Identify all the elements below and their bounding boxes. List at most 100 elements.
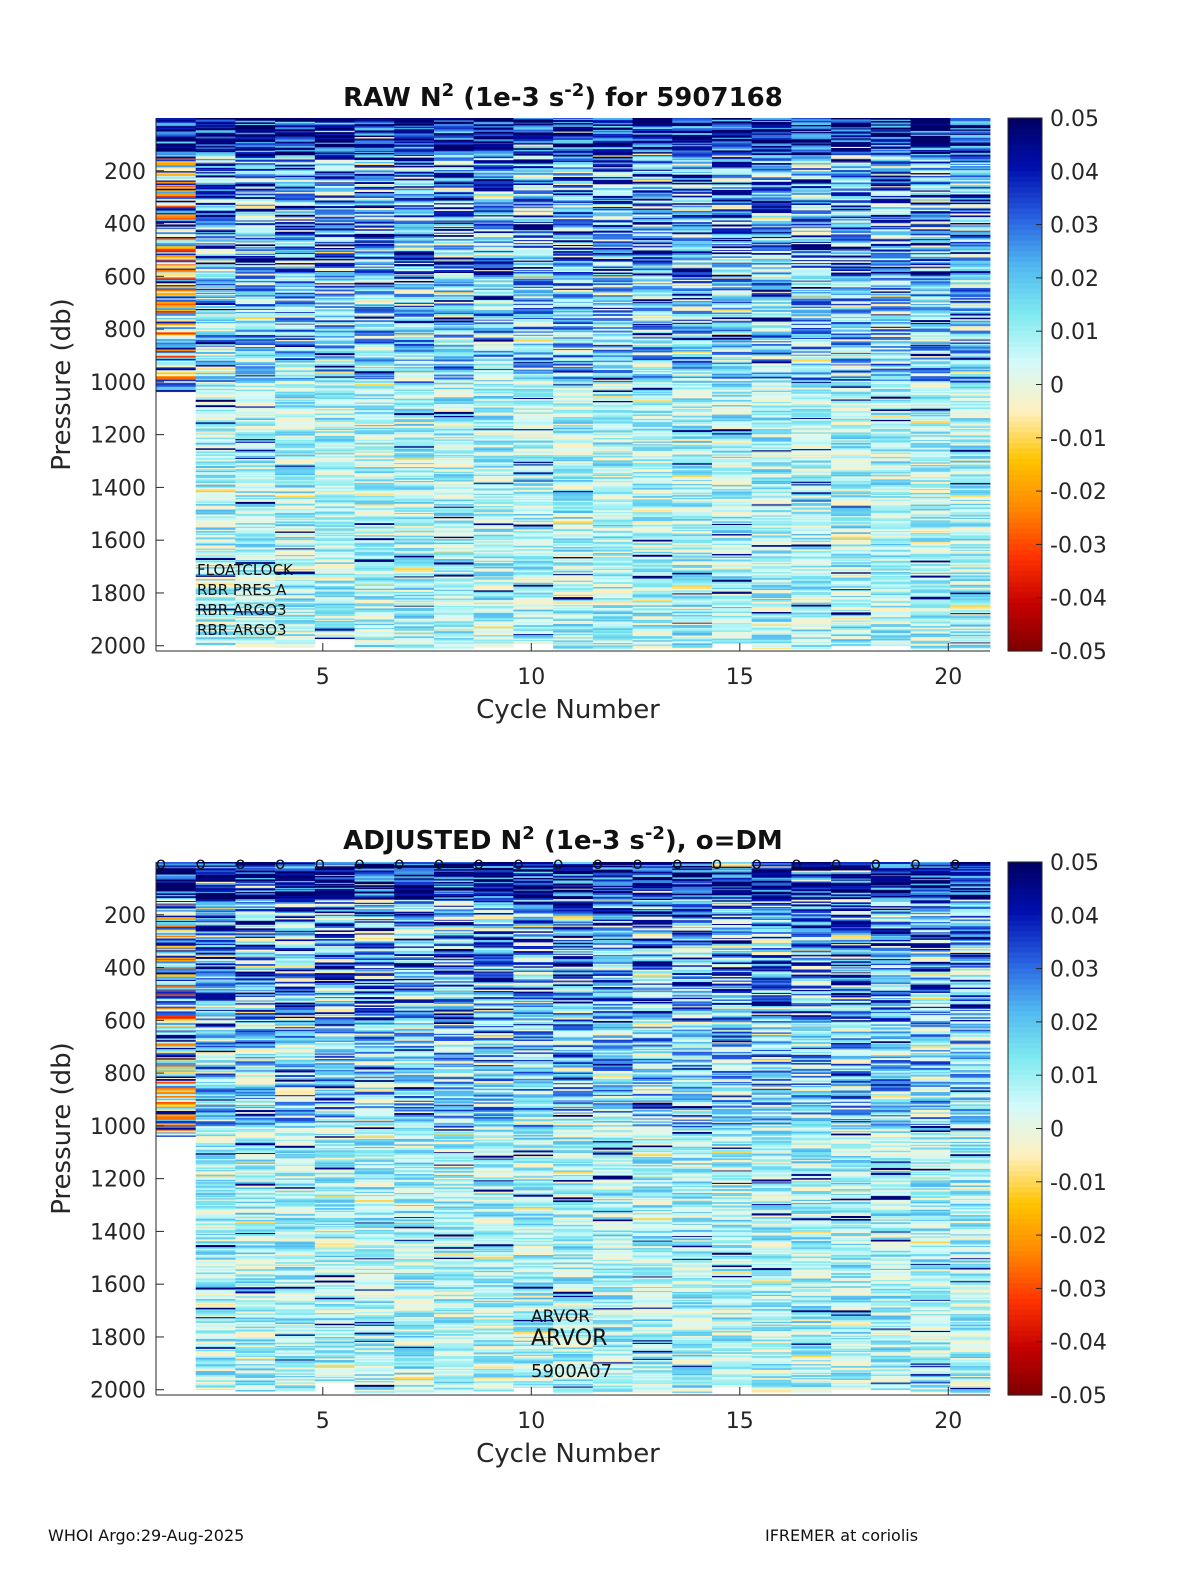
heatmap-cell xyxy=(513,181,554,184)
heatmap-cell xyxy=(632,475,673,478)
heatmap-cell xyxy=(394,489,435,492)
heatmap-cell xyxy=(195,644,236,647)
heatmap-cell xyxy=(672,492,713,495)
heatmap-cell xyxy=(553,534,594,537)
heatmap-cell xyxy=(592,272,633,275)
heatmap-cell xyxy=(314,206,355,208)
heatmap-cell xyxy=(473,302,514,304)
heatmap-cell xyxy=(434,182,475,185)
heatmap-cell xyxy=(394,144,435,148)
heatmap-cell xyxy=(195,290,236,292)
heatmap-cell xyxy=(672,593,713,595)
heatmap-cell xyxy=(632,170,673,173)
heatmap-cell xyxy=(195,227,236,230)
heatmap-cell xyxy=(592,257,633,260)
heatmap-cell xyxy=(592,495,633,497)
heatmap-cell xyxy=(553,487,594,491)
heatmap-cell xyxy=(592,542,633,545)
heatmap-cell xyxy=(553,606,594,609)
heatmap-cell xyxy=(394,422,435,425)
heatmap-cell xyxy=(354,408,395,411)
heatmap-cell xyxy=(235,344,276,347)
heatmap-cell xyxy=(314,273,355,277)
heatmap-cell xyxy=(394,272,435,275)
heatmap-cell xyxy=(434,320,475,323)
heatmap-cell xyxy=(195,306,236,309)
heatmap-cell xyxy=(553,635,594,638)
heatmap-cell xyxy=(235,510,276,513)
heatmap-cell xyxy=(513,152,554,155)
heatmap-cell xyxy=(592,446,633,449)
heatmap-cell xyxy=(314,277,355,279)
heatmap-cell xyxy=(354,535,395,537)
heatmap-cell xyxy=(672,590,713,593)
heatmap-cell xyxy=(672,230,713,233)
heatmap-cell xyxy=(314,270,355,273)
heatmap-cell xyxy=(632,315,673,318)
heatmap-cell xyxy=(235,519,276,522)
heatmap-cell xyxy=(553,259,594,262)
heatmap-cell xyxy=(553,619,594,622)
heatmap-cell xyxy=(553,197,594,200)
heatmap-cell xyxy=(314,599,355,602)
heatmap-cell xyxy=(314,197,355,199)
heatmap-cell xyxy=(354,330,395,333)
heatmap-cell xyxy=(235,322,276,325)
heatmap-cell xyxy=(314,490,355,493)
heatmap-cell xyxy=(712,167,753,169)
heatmap-cell xyxy=(354,149,395,152)
heatmap-cell xyxy=(195,412,236,414)
heatmap-cell xyxy=(275,462,316,465)
heatmap-cell xyxy=(156,158,197,161)
heatmap-cell xyxy=(473,155,514,158)
heatmap-cell xyxy=(156,241,197,244)
heatmap-cell xyxy=(672,581,713,584)
heatmap-cell xyxy=(672,508,713,511)
heatmap-cell xyxy=(235,164,276,167)
heatmap-cell xyxy=(156,262,197,265)
heatmap-cell xyxy=(434,202,475,204)
heatmap-cell xyxy=(473,144,514,146)
heatmap-cell xyxy=(235,249,276,252)
heatmap-cell xyxy=(553,437,594,441)
heatmap-cell xyxy=(632,412,673,415)
heatmap-cell xyxy=(473,334,514,337)
heatmap-cell xyxy=(314,257,355,260)
heatmap-cell xyxy=(434,267,475,269)
heatmap-cell xyxy=(553,380,594,383)
heatmap-cell xyxy=(394,413,435,416)
heatmap-cell xyxy=(672,342,713,345)
heatmap-cell xyxy=(513,412,554,415)
heatmap-cell xyxy=(592,582,633,585)
heatmap-cell xyxy=(394,397,435,400)
heatmap-cell xyxy=(553,332,594,335)
heatmap-cell xyxy=(354,490,395,494)
heatmap-cell xyxy=(394,175,435,178)
heatmap-cell xyxy=(195,394,236,397)
heatmap-cell xyxy=(314,405,355,409)
heatmap-cell xyxy=(195,149,236,152)
heatmap-cell xyxy=(592,140,633,143)
heatmap-cell xyxy=(473,203,514,206)
heatmap-cell xyxy=(195,550,236,553)
heatmap-cell xyxy=(553,605,594,607)
heatmap-cell xyxy=(553,448,594,451)
heatmap-cell xyxy=(632,592,673,595)
heatmap-cell xyxy=(314,355,355,357)
heatmap-cell xyxy=(553,329,594,332)
heatmap-cell xyxy=(354,197,395,201)
heatmap-cell xyxy=(672,625,713,628)
heatmap-cell xyxy=(632,606,673,609)
heatmap-cell xyxy=(553,358,594,361)
heatmap-cell xyxy=(156,260,197,263)
heatmap-cell xyxy=(473,622,514,625)
heatmap-cell xyxy=(553,203,594,206)
heatmap-cell xyxy=(672,568,713,571)
heatmap-cell xyxy=(553,612,594,615)
heatmap-cell xyxy=(434,195,475,199)
heatmap-cell xyxy=(513,516,554,519)
heatmap-cell xyxy=(592,603,633,606)
heatmap-cell xyxy=(434,551,475,553)
heatmap-cell xyxy=(513,422,554,424)
heatmap-cell xyxy=(473,136,514,139)
